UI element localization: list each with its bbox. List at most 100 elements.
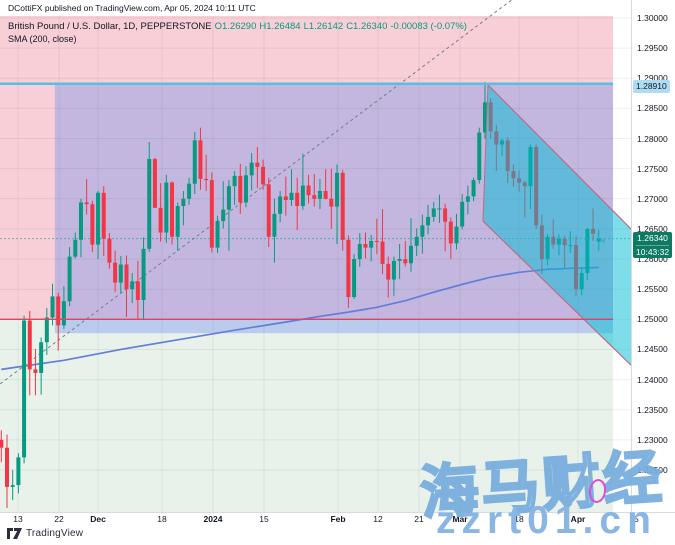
time-axis-label: Dec	[90, 514, 106, 524]
candle-up	[67, 256, 72, 302]
sma-indicator-label[interactable]: SMA (200, close)	[8, 34, 77, 44]
sma-200-line	[1, 266, 599, 371]
tradingview-logo[interactable]: TradingView	[7, 528, 83, 539]
candle-up	[437, 208, 442, 210]
candle-up	[426, 216, 431, 226]
candle-down	[261, 166, 266, 185]
candle-up	[215, 221, 220, 248]
tradingview-logo-icon	[7, 528, 22, 539]
tradingview-logo-text: TradingView	[26, 528, 84, 539]
candle-down	[312, 195, 317, 199]
price-axis-label: 1.24500	[637, 344, 668, 355]
candle-down	[152, 159, 157, 208]
candle-up	[369, 240, 374, 248]
candle-up	[226, 186, 231, 210]
candle-up	[221, 209, 226, 222]
candle-down	[56, 296, 61, 326]
candle-up	[477, 132, 482, 181]
candle-down	[363, 244, 368, 248]
candle-up	[22, 320, 27, 458]
candle-down	[266, 184, 271, 237]
price-axis-label: 1.23500	[637, 404, 668, 415]
time-axis[interactable]	[0, 512, 675, 528]
candle-up	[278, 196, 283, 214]
candle-up	[141, 248, 146, 301]
time-axis-label: 13	[13, 514, 23, 524]
price-axis-label: 1.26500	[637, 223, 668, 234]
price-axis-label: 1.28500	[637, 103, 668, 114]
price-axis-label: 1.27500	[637, 163, 668, 174]
time-axis-label: 15	[259, 514, 269, 524]
ohlc-open: O1.26290	[214, 21, 257, 32]
candle-up	[352, 259, 357, 298]
candle-down	[346, 239, 351, 298]
candle-down	[443, 208, 448, 222]
ohlc-low: L1.26142	[303, 21, 344, 32]
channel-upper-line	[487, 84, 632, 230]
candle-up	[465, 196, 470, 202]
channel-lower-line	[482, 220, 632, 366]
candle-down	[33, 369, 38, 373]
resistance-price-badge: 1.28910	[633, 80, 670, 93]
candle-up	[192, 140, 197, 184]
candle-down	[170, 182, 175, 237]
candle-down	[403, 259, 408, 264]
candle-down	[374, 240, 379, 242]
candle-up	[10, 485, 15, 487]
candle-down	[84, 202, 89, 205]
current-price-value: 1.26340	[637, 233, 668, 243]
descending-channel-fill	[482, 84, 631, 366]
candle-down	[0, 439, 4, 448]
candle-up	[471, 180, 476, 197]
candle-up	[420, 225, 425, 237]
candle-up	[249, 162, 254, 176]
ohlc-close: C1.26340	[346, 21, 388, 32]
time-axis-label: 22	[54, 514, 64, 524]
candle-down	[107, 238, 112, 263]
bar-countdown: 10:43:32	[636, 245, 670, 257]
candle-up	[147, 159, 152, 249]
candle-down	[448, 221, 453, 244]
candle-up	[96, 192, 101, 245]
price-axis-label: 1.26000	[637, 254, 668, 265]
price-axis-label: 1.27000	[637, 193, 668, 204]
candle-up	[118, 264, 123, 283]
candle-up	[39, 342, 44, 373]
candle-up	[50, 296, 55, 318]
candle-down	[135, 281, 140, 301]
candle-down	[204, 178, 209, 181]
support-zone	[0, 319, 613, 512]
candle-up	[289, 192, 294, 201]
candle-up	[317, 190, 322, 199]
candle-up	[335, 172, 340, 207]
candle-up	[460, 201, 465, 227]
price-axis-label: 1.23000	[637, 434, 668, 445]
price-axis-label: 1.29500	[637, 43, 668, 54]
candle-down	[323, 190, 328, 199]
candle-down	[27, 320, 32, 370]
price-axis-label: 1.25000	[637, 314, 668, 325]
candle-down	[198, 140, 203, 179]
candle-up	[175, 206, 180, 237]
time-axis-label: 18	[514, 514, 524, 524]
candle-up	[482, 102, 487, 133]
symbol-legend[interactable]: British Pound / U.S. Dollar, 1D, PEPPERS…	[8, 21, 467, 32]
candle-up	[391, 260, 396, 280]
time-axis-label: 21	[414, 514, 424, 524]
candle-up	[130, 281, 135, 290]
price-axis-label: 1.25500	[637, 284, 668, 295]
candle-up	[181, 198, 186, 207]
current-price-badge: 1.26340 10:43:32	[633, 232, 673, 258]
symbol-title: British Pound / U.S. Dollar, 1D, PEPPERS…	[8, 21, 212, 32]
price-axis-label: 1.29000	[637, 73, 668, 84]
candle-down	[386, 263, 391, 280]
candle-down	[380, 241, 385, 264]
rising-trendline	[0, 0, 513, 385]
price-axis-label: 1.24000	[637, 374, 668, 385]
time-axis-label: 15	[629, 514, 639, 524]
time-axis-label: Apr	[570, 514, 586, 524]
candle-down	[283, 196, 288, 201]
candle-up	[61, 301, 66, 326]
candle-down	[209, 180, 214, 248]
